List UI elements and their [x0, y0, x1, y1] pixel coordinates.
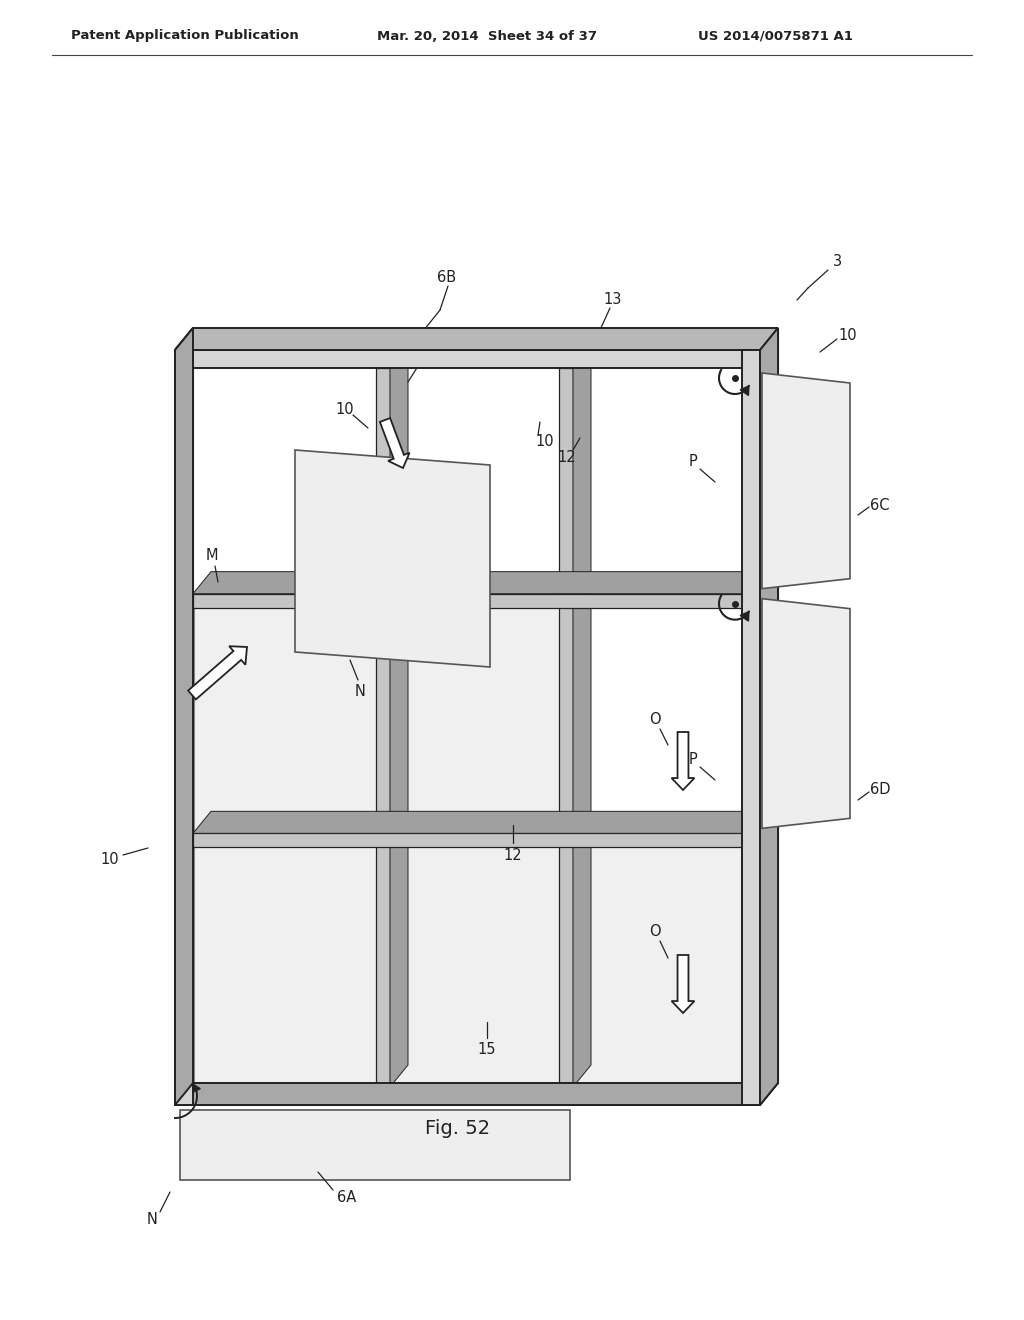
- Text: Mar. 20, 2014  Sheet 34 of 37: Mar. 20, 2014 Sheet 34 of 37: [377, 29, 597, 42]
- Text: US 2014/0075871 A1: US 2014/0075871 A1: [697, 29, 852, 42]
- Polygon shape: [390, 346, 408, 1086]
- Text: 12: 12: [558, 450, 577, 466]
- Polygon shape: [672, 954, 694, 1012]
- Text: 10: 10: [806, 397, 824, 412]
- Text: 10: 10: [839, 327, 857, 342]
- Text: 15: 15: [478, 1043, 497, 1057]
- Text: 10: 10: [336, 403, 354, 417]
- Text: O: O: [649, 924, 660, 940]
- Polygon shape: [391, 595, 572, 833]
- Polygon shape: [193, 594, 742, 607]
- Text: M: M: [414, 346, 426, 360]
- Polygon shape: [380, 418, 410, 469]
- Polygon shape: [295, 450, 490, 667]
- Text: 6B: 6B: [437, 271, 457, 285]
- Polygon shape: [193, 572, 760, 594]
- Polygon shape: [391, 834, 572, 1086]
- Polygon shape: [188, 647, 247, 700]
- Text: 10: 10: [100, 853, 120, 867]
- Polygon shape: [762, 599, 850, 829]
- Polygon shape: [175, 350, 193, 1105]
- Text: 13: 13: [604, 293, 623, 308]
- Polygon shape: [559, 368, 573, 1086]
- Text: N: N: [354, 685, 366, 700]
- Text: Patent Application Publication: Patent Application Publication: [71, 29, 299, 42]
- Polygon shape: [573, 346, 591, 1086]
- Polygon shape: [175, 1082, 778, 1105]
- Text: 12: 12: [504, 847, 522, 862]
- Text: Fig. 52: Fig. 52: [425, 1118, 490, 1138]
- Text: 3: 3: [834, 255, 843, 269]
- Text: 6C: 6C: [870, 498, 890, 512]
- Text: P: P: [688, 752, 697, 767]
- Text: 10: 10: [536, 434, 554, 450]
- Polygon shape: [376, 368, 390, 1086]
- Polygon shape: [574, 834, 741, 1086]
- Text: O: O: [649, 713, 660, 727]
- Text: 6D: 6D: [869, 783, 890, 797]
- Polygon shape: [672, 733, 694, 789]
- Polygon shape: [175, 350, 760, 368]
- Polygon shape: [740, 611, 749, 622]
- Polygon shape: [740, 385, 749, 396]
- Polygon shape: [175, 327, 193, 1105]
- Polygon shape: [742, 350, 760, 1105]
- Polygon shape: [194, 595, 389, 833]
- Polygon shape: [760, 327, 778, 1105]
- Polygon shape: [175, 1086, 760, 1105]
- Polygon shape: [193, 812, 760, 833]
- Polygon shape: [175, 327, 193, 368]
- Polygon shape: [180, 1110, 570, 1180]
- Polygon shape: [762, 374, 850, 589]
- Text: 6A: 6A: [337, 1189, 356, 1204]
- Polygon shape: [194, 834, 389, 1086]
- Text: M: M: [206, 548, 218, 562]
- Polygon shape: [175, 327, 778, 350]
- Text: P: P: [688, 454, 697, 470]
- Polygon shape: [193, 833, 742, 847]
- Polygon shape: [194, 1085, 201, 1092]
- Text: N: N: [146, 1213, 158, 1228]
